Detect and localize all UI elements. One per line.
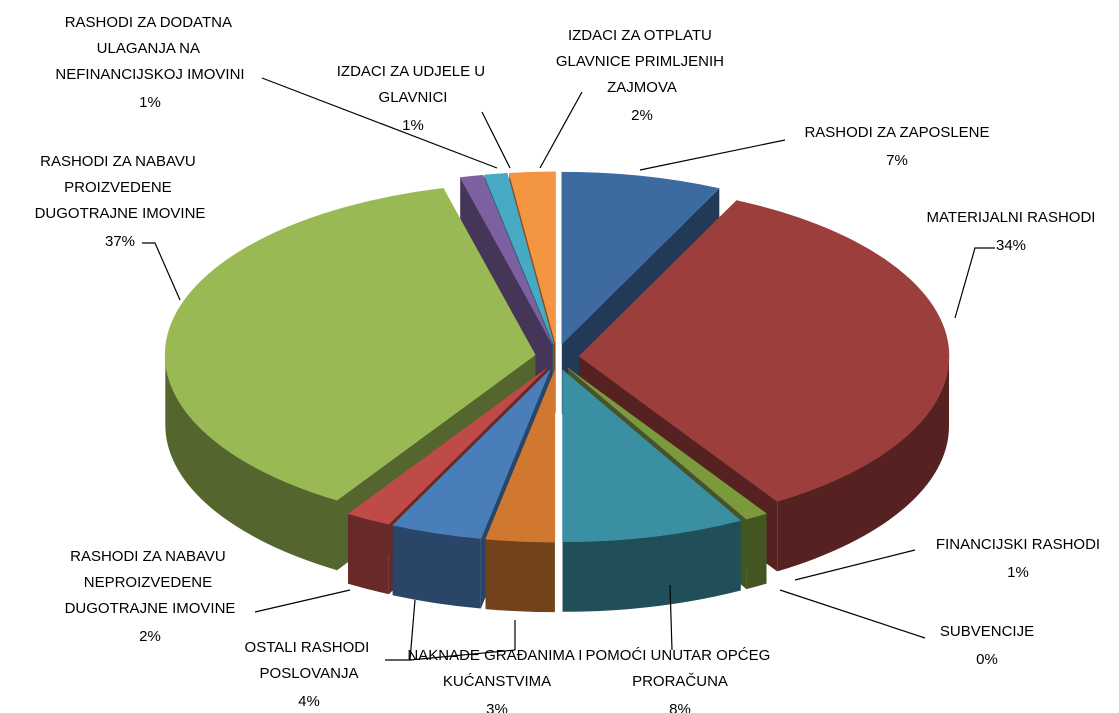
slice-wall xyxy=(485,539,555,613)
label-line: POMOĆI UNUTAR OPĆEG xyxy=(586,647,775,664)
pie-slice xyxy=(567,368,746,520)
label-line: NEPROIZVEDENE xyxy=(84,574,217,591)
label-line: RASHODI ZA ZAPOSLENE xyxy=(804,124,989,141)
pie-slice xyxy=(578,200,950,502)
pie-slice xyxy=(568,368,768,520)
category-label: OSTALI RASHODI POSLOVANJA xyxy=(245,639,374,682)
value-label: 37% xyxy=(105,233,135,250)
leader-line xyxy=(409,620,516,661)
category-label: IZDACI ZA UDJELE U GLAVNICI xyxy=(337,63,490,106)
pie-slice xyxy=(508,171,556,344)
label-line: IZDACI ZA OTPLATU xyxy=(568,27,716,44)
leader-line xyxy=(261,77,498,169)
pie-slice xyxy=(483,173,554,345)
value-label: 1% xyxy=(402,117,424,134)
value-label: 1% xyxy=(139,94,161,111)
value-label: 8% xyxy=(669,701,691,713)
value-label: 7% xyxy=(886,152,908,169)
category-label: NAKNADE GRAĐANIMA I KUĆANSTVIMA xyxy=(407,647,586,690)
label-line: FINANCIJSKI RASHODI xyxy=(936,536,1100,553)
slice-wall xyxy=(392,525,481,609)
category-label: FINANCIJSKI RASHODI xyxy=(936,536,1100,553)
category-label: RASHODI ZA NABAVU NEPROIZVEDENE DUGOTRAJ… xyxy=(65,548,236,617)
pie-slice xyxy=(392,369,551,539)
value-label: 4% xyxy=(298,693,320,710)
label-line: RASHODI ZA DODATNA xyxy=(65,14,236,31)
slice-wall xyxy=(165,354,337,571)
label-line: DUGOTRAJNE IMOVINE xyxy=(65,600,236,617)
leader-line xyxy=(539,91,583,169)
slice-wall xyxy=(348,513,389,595)
pie-slice xyxy=(164,188,536,501)
label-line: PROIZVEDENE xyxy=(64,179,176,196)
category-label: RASHODI ZA ZAPOSLENE xyxy=(804,124,989,141)
slice-wall xyxy=(746,513,767,590)
category-label: IZDACI ZA OTPLATU GLAVNICE PRIMLJENIH ZA… xyxy=(556,27,728,96)
slice-tops xyxy=(164,171,950,543)
value-label: 0% xyxy=(976,651,998,668)
leader-line xyxy=(481,111,511,169)
pie-slice xyxy=(561,171,720,345)
label-line: ZAJMOVA xyxy=(607,79,677,96)
value-label: 2% xyxy=(139,628,161,645)
label-line: RASHODI ZA NABAVU xyxy=(40,153,200,170)
category-label: POMOĆI UNUTAR OPĆEG PRORAČUNA xyxy=(586,647,775,690)
label-line: OSTALI RASHODI xyxy=(245,639,374,656)
label-line: PRORAČUNA xyxy=(632,673,728,690)
value-label: 3% xyxy=(486,701,508,713)
leader-line xyxy=(794,549,916,581)
label-line: DUGOTRAJNE IMOVINE xyxy=(35,205,206,222)
label-line: ULAGANJA NA xyxy=(97,40,204,57)
slice-wall xyxy=(562,520,741,612)
label-line: POSLOVANJA xyxy=(260,665,359,682)
leader-line xyxy=(669,584,673,651)
label-line: GLAVNICI xyxy=(379,89,448,106)
category-label: SUBVENCIJE xyxy=(940,623,1034,640)
label-line: NAKNADE GRAĐANIMA I xyxy=(407,647,586,664)
category-label: MATERIJALNI RASHODI xyxy=(927,209,1096,226)
leader-line xyxy=(385,599,416,661)
pie-slice xyxy=(485,370,556,543)
label-line: RASHODI ZA NABAVU xyxy=(70,548,230,565)
value-label: 34% xyxy=(996,237,1026,254)
leader-line xyxy=(254,589,351,613)
label-line: NEFINANCIJSKOJ IMOVINI xyxy=(55,66,244,83)
label-line: MATERIJALNI RASHODI xyxy=(927,209,1096,226)
leader-line xyxy=(639,139,786,171)
pie-slice xyxy=(347,368,547,525)
leader-line xyxy=(954,247,995,319)
pie-slice xyxy=(562,369,742,543)
value-label: 2% xyxy=(631,107,653,124)
label-line: IZDACI ZA UDJELE U xyxy=(337,63,490,80)
category-label: RASHODI ZA DODATNA ULAGANJA NA NEFINANCI… xyxy=(55,14,244,83)
value-label: 1% xyxy=(1007,564,1029,581)
slice-wall xyxy=(777,356,949,572)
leader-line xyxy=(142,242,181,301)
leader-line xyxy=(779,589,926,639)
category-label: RASHODI ZA NABAVU PROIZVEDENE DUGOTRAJNE… xyxy=(35,153,206,222)
pie-slice xyxy=(459,174,553,345)
label-line: KUĆANSTVIMA xyxy=(443,673,551,690)
label-line: SUBVENCIJE xyxy=(940,623,1034,640)
label-line: GLAVNICE PRIMLJENIH xyxy=(556,53,728,70)
